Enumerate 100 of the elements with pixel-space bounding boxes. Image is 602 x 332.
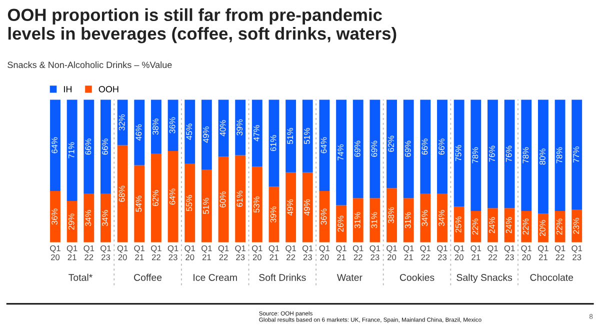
- bar: [84, 194, 94, 242]
- x-tick-label: Q1 23: [168, 245, 178, 260]
- x-tick-label: Q1 20: [454, 245, 464, 260]
- bar: [100, 100, 111, 194]
- bar: [150, 100, 162, 154]
- data-label: 24%: [506, 217, 512, 234]
- x-tick-label: Q1 21: [336, 245, 346, 260]
- data-label: 78%: [556, 147, 562, 164]
- data-label: 80%: [540, 148, 546, 165]
- bar: [84, 100, 94, 194]
- bar: [117, 145, 128, 242]
- data-label: 66%: [438, 138, 444, 155]
- text: Coffee: [134, 274, 162, 281]
- bar: [50, 100, 60, 191]
- data-label: 62%: [388, 136, 394, 152]
- bar: [252, 100, 262, 167]
- bar: [134, 165, 145, 242]
- bar: [218, 100, 229, 157]
- data-label: 69%: [404, 140, 411, 157]
- text: Cookies: [400, 274, 434, 281]
- text: Chocolate: [530, 274, 574, 281]
- data-label: 64%: [169, 188, 176, 205]
- x-tick-label: Q1 21: [470, 245, 482, 260]
- data-label: 38%: [152, 118, 158, 135]
- bar: [286, 172, 296, 242]
- data-label: 31%: [354, 212, 360, 228]
- data-label: 24%: [489, 217, 495, 234]
- x-tick-label: Q1 20: [521, 245, 532, 260]
- bar: [437, 100, 448, 194]
- data-label: 51%: [203, 198, 209, 214]
- bar: [572, 100, 582, 210]
- data-label: 78%: [522, 147, 529, 164]
- bar: [218, 156, 229, 242]
- x-tick-label: Q1 20: [252, 245, 262, 260]
- bar: [201, 170, 212, 242]
- data-label: 51%: [287, 128, 294, 144]
- data-label: 69%: [371, 140, 378, 157]
- bar: [352, 100, 364, 198]
- data-label: 64%: [320, 137, 327, 154]
- bar: [319, 190, 330, 242]
- bar: [134, 100, 145, 166]
- bar: [538, 100, 548, 214]
- bar: [488, 208, 498, 242]
- x-tick-label: Q1 23: [235, 245, 246, 260]
- data-label: 34%: [422, 210, 428, 226]
- x-tick-label: Q1 23: [370, 245, 380, 260]
- data-label: 49%: [287, 199, 294, 216]
- x-tick-label: Q1 23: [100, 245, 111, 260]
- data-label: 36%: [169, 117, 176, 134]
- text: Water: [336, 274, 362, 281]
- data-label: 23%: [573, 218, 580, 234]
- chart-title: OOH proportion is still far from pre-pandemic levels in beverages (coffee, soft drinks, waters): [8, 8, 396, 44]
- bar: [437, 194, 448, 242]
- data-label: 34%: [85, 210, 92, 226]
- bar: [302, 100, 313, 172]
- bar: [521, 210, 532, 242]
- data-label: 76%: [506, 146, 512, 162]
- bar: [286, 100, 296, 172]
- bar: [370, 198, 380, 242]
- data-label: 75%: [455, 145, 462, 162]
- bar: [201, 100, 212, 170]
- bar: [66, 100, 78, 201]
- x-tick-label: Q1 22: [488, 245, 498, 260]
- data-label: 22%: [522, 218, 529, 235]
- data-label: 49%: [203, 126, 209, 143]
- data-label: 32%: [118, 114, 125, 130]
- bar: [336, 100, 347, 206]
- data-label: 39%: [236, 119, 243, 136]
- x-tick-label: Q1 20: [117, 245, 128, 260]
- bar: [66, 200, 78, 242]
- data-label: 22%: [556, 218, 562, 235]
- data-label: 39%: [270, 206, 276, 223]
- bar: [420, 100, 431, 194]
- data-label: 74%: [338, 144, 344, 160]
- data-label: 38%: [388, 207, 394, 224]
- x-tick-label: Q1 22: [554, 245, 566, 260]
- data-label: 64%: [52, 137, 58, 154]
- x-tick-label: Q1 22: [218, 245, 229, 260]
- bar: [268, 186, 280, 242]
- x-tick-label: Q1 21: [134, 245, 145, 260]
- bar: [470, 210, 482, 242]
- data-label: 36%: [320, 208, 327, 225]
- x-tick-label: Q1 21: [538, 245, 548, 260]
- data-label: 25%: [455, 216, 462, 232]
- data-label: 51%: [304, 128, 310, 144]
- data-label: 66%: [422, 138, 428, 155]
- bar: [235, 155, 246, 242]
- bar: [352, 198, 364, 242]
- bar: [184, 100, 196, 164]
- x-tick-label: Q1 22: [352, 245, 364, 260]
- bar: [554, 100, 566, 211]
- bar: [504, 100, 515, 208]
- bar: [572, 210, 582, 242]
- data-label: 78%: [472, 147, 478, 164]
- data-label: 26%: [338, 216, 344, 232]
- data-label: 31%: [371, 212, 378, 228]
- x-tick-label: Q1 22: [84, 245, 94, 260]
- data-label: 61%: [270, 135, 276, 152]
- data-label: 53%: [253, 196, 260, 213]
- x-tick-label: Q1 22: [151, 245, 162, 260]
